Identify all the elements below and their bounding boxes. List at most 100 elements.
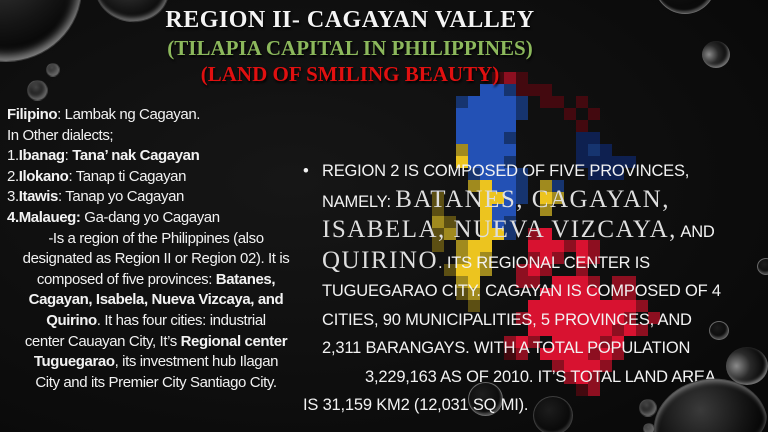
map-pixel	[576, 144, 588, 156]
map-pixel	[516, 264, 528, 276]
text-segment: composed of five provinces:	[36, 270, 216, 288]
map-pixel	[576, 336, 588, 348]
map-pixel	[480, 84, 492, 96]
text-segment: 3.	[7, 188, 19, 206]
map-pixel	[432, 228, 444, 240]
map-pixel	[468, 276, 480, 288]
text-line: • REGION 2 IS COMPOSED OF FIVE PROVINCES,	[303, 157, 743, 186]
map-pixel	[588, 384, 600, 396]
water-droplet-icon	[757, 258, 768, 275]
map-pixel	[468, 180, 480, 192]
map-pixel	[480, 108, 492, 120]
left-text-block: Filipino: Lambak ng Cagayan. In Other dia…	[7, 105, 305, 393]
text-segment: center Cauayan City, It’s	[24, 332, 181, 350]
map-pixel	[540, 192, 552, 204]
map-pixel	[600, 168, 612, 180]
map-pixel	[516, 336, 528, 348]
text-line: ISABELA, NUEVA VIZCAYA, AND	[303, 216, 743, 247]
map-pixel	[588, 132, 600, 144]
map-pixel	[540, 324, 552, 336]
map-pixel	[564, 336, 576, 348]
map-pixel	[576, 312, 588, 324]
text-segment: Ga-dang yo Cagayan	[80, 208, 220, 226]
text-line: center Cauayan City, It’s Regional cente…	[7, 332, 305, 353]
map-pixel	[576, 120, 588, 132]
map-pixel	[492, 216, 504, 228]
text-line: 2,311 BARANGAYS. WITH A TOTAL POPULATION	[303, 334, 743, 363]
map-pixel	[480, 156, 492, 168]
map-pixel	[492, 120, 504, 132]
map-pixel	[552, 180, 564, 192]
map-pixel	[528, 324, 540, 336]
map-pixel	[564, 288, 576, 300]
text-line: NAMELY: BATANES, CAGAYAN,	[303, 186, 743, 217]
text-line: QUIRINO. ITS REGIONAL CENTER IS	[303, 247, 743, 278]
map-pixel	[456, 120, 468, 132]
title-block: REGION II- CAGAYAN VALLEY (TILAPIA CAPIT…	[40, 5, 660, 87]
map-pixel	[540, 348, 552, 360]
map-pixel	[600, 144, 612, 156]
text-segment: AND	[676, 223, 715, 241]
map-pixel	[612, 348, 624, 360]
water-droplet-icon	[46, 63, 60, 77]
map-pixel	[540, 228, 552, 240]
map-pixel	[492, 180, 504, 192]
map-pixel	[456, 252, 468, 264]
map-pixel	[480, 204, 492, 216]
map-pixel	[516, 84, 528, 96]
map-pixel	[504, 156, 516, 168]
map-pixel	[504, 84, 516, 96]
water-droplet-icon	[468, 382, 503, 416]
text-segment: . It has four cities: industrial	[96, 311, 266, 329]
map-pixel	[600, 300, 612, 312]
text-segment: Ibanag	[18, 147, 65, 165]
map-pixel	[480, 252, 492, 264]
map-pixel	[552, 288, 564, 300]
map-pixel	[564, 360, 576, 372]
map-pixel	[516, 168, 528, 180]
map-pixel	[504, 216, 516, 228]
map-pixel	[588, 144, 600, 156]
map-pixel	[480, 132, 492, 144]
map-pixel	[552, 324, 564, 336]
map-pixel	[480, 96, 492, 108]
text-segment: NAMELY:	[322, 192, 396, 211]
map-pixel	[480, 144, 492, 156]
map-pixel	[504, 72, 516, 84]
map-pixel	[600, 360, 612, 372]
text-segment: 4.Malaueg:	[7, 208, 81, 226]
map-pixel	[456, 156, 468, 168]
map-pixel	[648, 312, 660, 324]
map-pixel	[504, 228, 516, 240]
text-line: 4.Malaueg: Ga-dang yo Cagayan	[7, 208, 305, 229]
map-pixel	[480, 264, 492, 276]
map-pixel	[540, 240, 552, 252]
map-pixel	[588, 324, 600, 336]
map-pixel	[552, 348, 564, 360]
text-line: 3,229,163 AS OF 2010. IT’S TOTAL LAND AR…	[303, 363, 743, 392]
text-line: 2.Ilokano: Tanap ti Cagayan	[7, 167, 305, 188]
map-pixel	[528, 240, 540, 252]
map-pixel	[516, 348, 528, 360]
text-segment: : Tanap yo Cagayan	[58, 188, 184, 206]
map-pixel	[552, 336, 564, 348]
map-pixel	[588, 372, 600, 384]
map-pixel	[624, 324, 636, 336]
philippines-map	[432, 72, 708, 396]
text-segment: 2,311 BARANGAYS. WITH A TOTAL POPULATION	[322, 339, 691, 357]
map-pixel	[504, 204, 516, 216]
map-pixel	[600, 348, 612, 360]
map-pixel	[528, 264, 540, 276]
text-line: composed of five provinces: Batanes,	[7, 270, 305, 291]
map-pixel	[468, 132, 480, 144]
text-segment: Quirino	[46, 311, 97, 329]
text-segment: BATANES, CAGAYAN,	[395, 185, 670, 213]
map-pixel	[456, 108, 468, 120]
text-line: TUGUEGARAO CITY. CAGAYAN IS COMPOSED OF …	[303, 277, 743, 306]
map-pixel	[528, 276, 540, 288]
map-pixel	[552, 300, 564, 312]
map-pixel	[504, 108, 516, 120]
map-pixel	[588, 336, 600, 348]
map-pixel	[492, 192, 504, 204]
